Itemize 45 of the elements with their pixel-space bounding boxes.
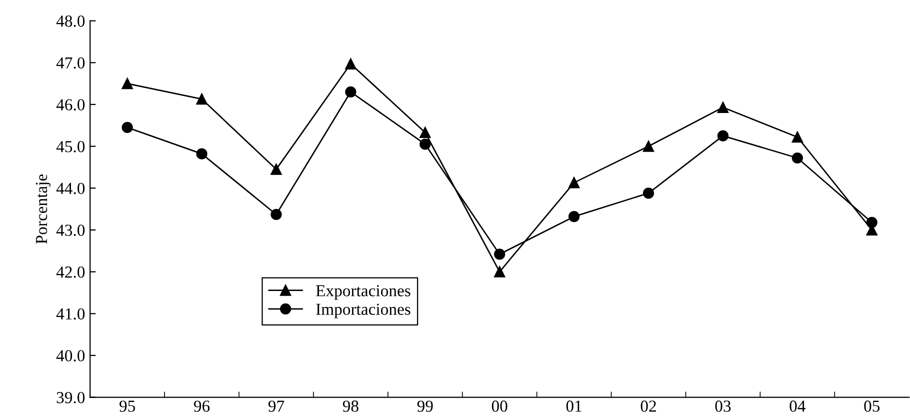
- x-tick-label: 03: [715, 400, 731, 412]
- x-tick-label: 99: [417, 400, 433, 412]
- x-tick-label: 01: [566, 400, 582, 412]
- point: [717, 102, 729, 113]
- point: [866, 216, 878, 228]
- point: [420, 138, 431, 150]
- y-tick-label: 48.0: [56, 16, 85, 27]
- point: [494, 266, 506, 278]
- x-tick-label: 97: [268, 400, 284, 412]
- y-tick-label: 39.0: [56, 392, 85, 404]
- x-tick-label: 05: [864, 400, 880, 412]
- point: [270, 164, 282, 175]
- point: [196, 148, 208, 160]
- point: [792, 132, 803, 143]
- point: [717, 130, 729, 142]
- x-tick-label: 96: [194, 400, 210, 412]
- point: [792, 152, 803, 164]
- point: [196, 93, 208, 105]
- point: [642, 140, 654, 152]
- point: [568, 177, 580, 188]
- point: [122, 122, 133, 134]
- y-tick-label: 47.0: [56, 57, 85, 69]
- x-tick-label: 98: [342, 400, 358, 412]
- y-axis-title: Porcentaje: [36, 174, 51, 244]
- y-tick-label: 45.0: [56, 140, 85, 152]
- point: [420, 126, 431, 138]
- y-tick-label: 41.0: [56, 308, 85, 320]
- y-tick-label: 40.0: [56, 350, 85, 362]
- x-tick-label: 95: [120, 400, 135, 412]
- point: [270, 208, 282, 220]
- y-tick-label: 43.0: [56, 224, 85, 236]
- point: [568, 211, 580, 222]
- x-tick-label: 04: [790, 400, 806, 412]
- point: [642, 188, 654, 199]
- x-tick-label: 02: [640, 400, 656, 412]
- y-tick-label: 42.0: [56, 266, 85, 278]
- point: [345, 86, 356, 98]
- legend-label: Exportaciones: [316, 285, 410, 300]
- x-tick-label: 00: [492, 400, 508, 412]
- legend-label: Importaciones: [316, 304, 410, 318]
- point: [345, 58, 356, 70]
- point: [122, 78, 133, 90]
- point: [494, 248, 506, 260]
- y-tick-label: 46.0: [56, 99, 85, 110]
- y-tick-label: 44.0: [56, 182, 85, 194]
